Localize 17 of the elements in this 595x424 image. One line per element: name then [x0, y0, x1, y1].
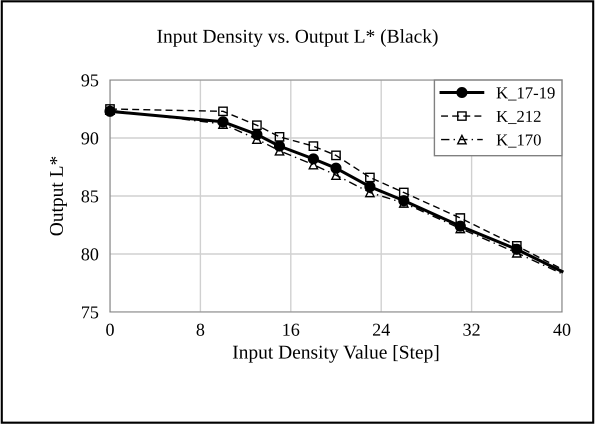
y-tick-label: 75: [82, 306, 98, 318]
x-axis-title: Input Density Value [Step]: [232, 345, 438, 363]
y-tick-label: 95: [81, 74, 98, 86]
x-tick-label: 0: [106, 324, 114, 336]
x-tick-label: 24: [372, 324, 390, 336]
x-tick-label: 40: [553, 324, 570, 336]
y-tick-label: 80: [82, 248, 98, 260]
x-tick-label: 8: [196, 324, 204, 336]
y-axis-title: Output L*: [50, 156, 67, 236]
y-tick-label: 90: [81, 132, 98, 144]
legend-label: K_212: [496, 110, 541, 124]
legend-label: K_17-19: [496, 87, 555, 100]
legend-label: K_170: [496, 134, 541, 148]
x-tick-label: 32: [463, 324, 480, 336]
y-tick-label: 85: [82, 190, 98, 202]
x-tick-label: 16: [283, 324, 300, 336]
chart-title: Input Density vs. Output L* (Black): [157, 29, 438, 47]
